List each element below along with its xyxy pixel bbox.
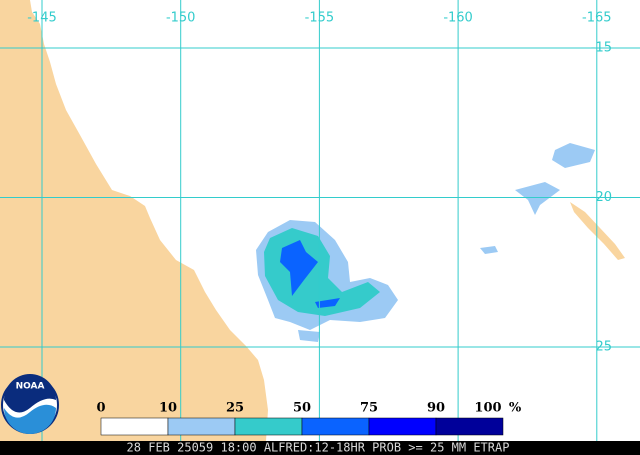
- longitude-label: -160: [443, 11, 473, 26]
- noaa-logo: NOAA: [1, 374, 59, 434]
- longitude-label: -145: [27, 11, 57, 26]
- caption-bar: [0, 441, 640, 455]
- legend-label: 75: [360, 401, 378, 416]
- legend-swatch: [368, 417, 437, 436]
- legend-swatch: [234, 417, 303, 436]
- legend-swatch: [167, 417, 236, 436]
- longitude-label: -165: [582, 11, 612, 26]
- caption: 28 FEB 25059 18:00 ALFRED:12-18HR PROB >…: [127, 441, 510, 455]
- legend-swatch: [435, 417, 504, 436]
- legend-label: 100: [474, 401, 501, 416]
- legend-label: 0: [96, 401, 105, 416]
- longitude-label: -150: [166, 11, 196, 26]
- legend-unit: %: [509, 401, 522, 416]
- longitude-label: -155: [305, 11, 335, 26]
- legend-label: 10: [159, 401, 177, 416]
- latitude-label: -25: [591, 340, 612, 355]
- australia: [0, 0, 268, 441]
- latitude-label: -20: [591, 190, 612, 205]
- logo-text: NOAA: [16, 382, 45, 392]
- legend-label: 90: [427, 401, 445, 416]
- legend-swatch: [100, 417, 169, 436]
- legend-label: 50: [293, 401, 311, 416]
- latitude-label: -15: [591, 41, 612, 56]
- new-caledonia: [570, 202, 625, 260]
- precip-heavy: [280, 240, 340, 308]
- legend-swatch: [301, 417, 370, 436]
- legend-label: 25: [226, 401, 244, 416]
